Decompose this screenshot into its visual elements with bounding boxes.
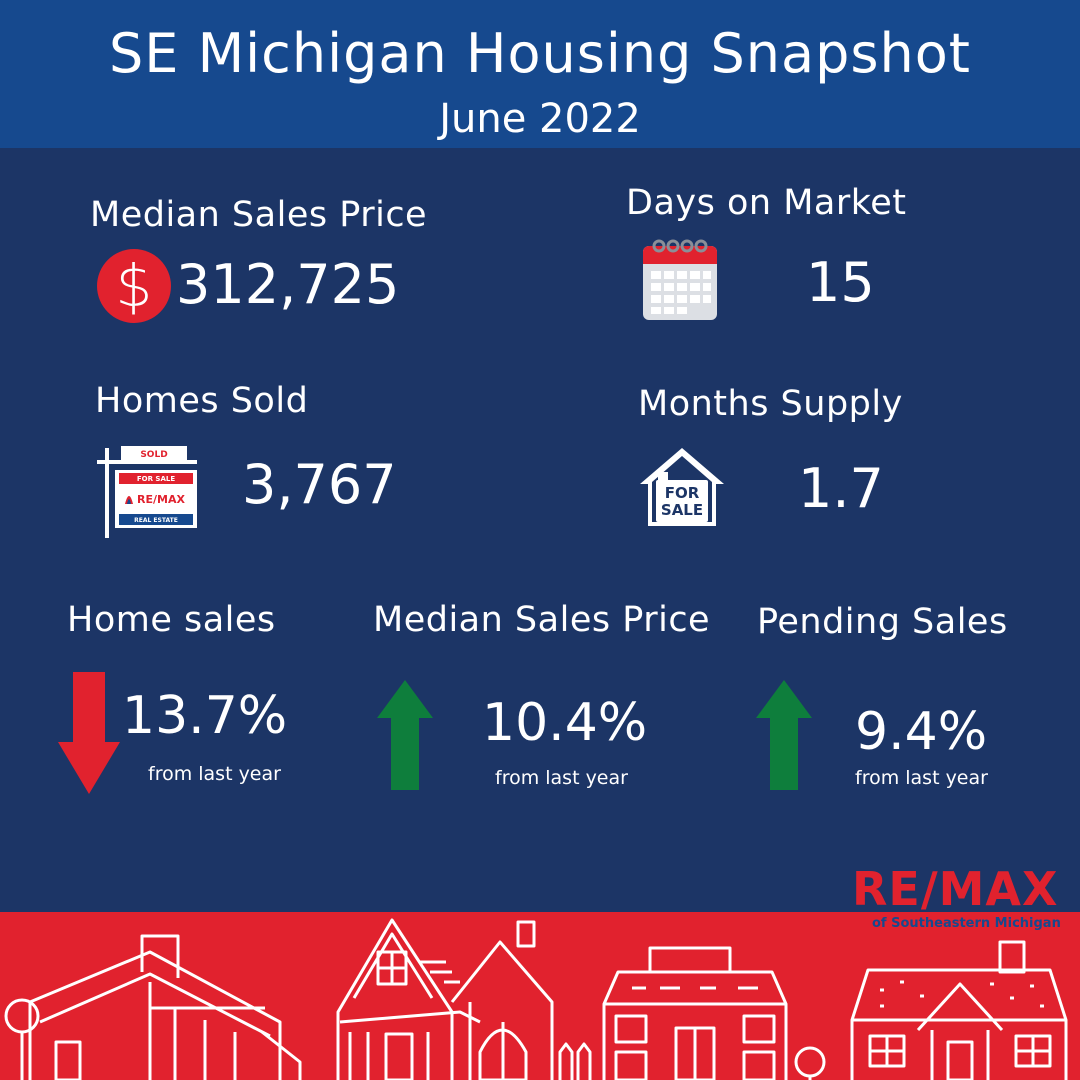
for-sale-house-icon: FOR SALE xyxy=(640,448,724,526)
pending-sales-change-label: Pending Sales xyxy=(757,602,1008,642)
homes-sold-value: 3,767 xyxy=(242,453,397,516)
median-price-value: 312,725 xyxy=(176,253,400,316)
svg-text:SOLD: SOLD xyxy=(140,450,167,460)
brand-tagline: of Southeastern Michigan xyxy=(872,916,1061,931)
svg-text:FOR: FOR xyxy=(665,484,700,502)
median-price-label: Median Sales Price xyxy=(90,195,428,235)
home-sales-change-note: from last year xyxy=(148,763,281,785)
median-price-change-label: Median Sales Price xyxy=(373,600,711,640)
months-supply-label: Months Supply xyxy=(638,384,903,424)
houses-illustration xyxy=(4,918,1068,1080)
svg-text:REAL ESTATE: REAL ESTATE xyxy=(134,517,178,524)
up-arrow-icon xyxy=(377,680,433,790)
days-on-market-value: 15 xyxy=(806,251,875,314)
homes-sold-label: Homes Sold xyxy=(95,381,309,421)
home-sales-change-value: 13.7% xyxy=(122,686,288,746)
median-price-change-note: from last year xyxy=(495,767,628,789)
brand-name: RE/MAX xyxy=(852,862,1059,916)
svg-text:$: $ xyxy=(116,252,153,320)
dollar-icon: $ xyxy=(97,249,171,323)
svg-text:SALE: SALE xyxy=(661,501,703,519)
days-on-market-label: Days on Market xyxy=(626,183,907,223)
sold-sign-icon: SOLD FOR SALE RE/MAX REAL ESTATE xyxy=(93,444,203,540)
pending-sales-change-note: from last year xyxy=(855,767,988,789)
page-subtitle: June 2022 xyxy=(439,96,641,142)
median-price-change-value: 10.4% xyxy=(482,693,648,753)
up-arrow-icon xyxy=(756,680,812,790)
calendar-icon xyxy=(643,239,717,320)
header-banner: SE Michigan Housing Snapshot June 2022 xyxy=(0,0,1080,148)
svg-text:RE/MAX: RE/MAX xyxy=(137,493,185,506)
remax-logo: RE/MAX of Southeastern Michigan xyxy=(852,866,1074,936)
down-arrow-icon xyxy=(58,672,120,794)
footer-banner xyxy=(0,912,1080,1080)
months-supply-value: 1.7 xyxy=(798,457,884,520)
home-sales-change-label: Home sales xyxy=(67,600,276,640)
svg-text:FOR SALE: FOR SALE xyxy=(137,475,175,483)
pending-sales-change-value: 9.4% xyxy=(855,702,988,762)
page-title: SE Michigan Housing Snapshot xyxy=(109,22,971,85)
